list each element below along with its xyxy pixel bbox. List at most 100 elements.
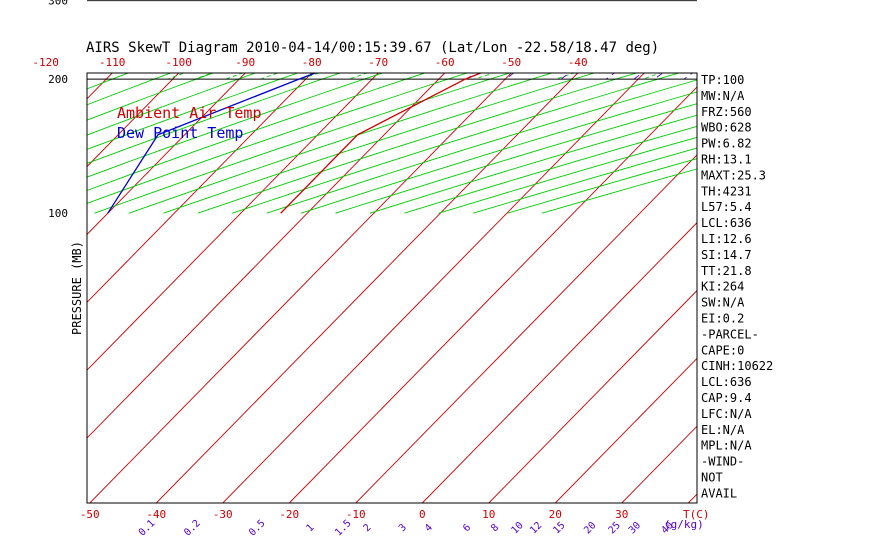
mixing-ratio-line: [795, 0, 870, 79]
moist-adiabat-line: [724, 0, 870, 79]
index-label: TT:21.8: [701, 264, 752, 278]
index-label: NOT: [701, 471, 723, 485]
top-temp-tick-label: -80: [302, 56, 322, 69]
index-label: -WIND-: [701, 455, 744, 469]
mixing-ratio-line: [633, 73, 643, 80]
bottom-temp-tick-label: 10: [482, 508, 495, 521]
isotherm-line: [155, 73, 579, 503]
top-temp-tick-label: -50: [501, 56, 521, 69]
index-label: MPL:N/A: [701, 439, 752, 453]
mixing-ratio-line: [683, 73, 694, 80]
stability-indices-panel: TP:100 MW:N/A FRZ:560 WBO:628 PW:6.82 RH:13.1…: [701, 73, 773, 500]
mixing-ratio-line: [706, 0, 870, 79]
ambient-air-temp-line: [280, 73, 483, 214]
index-label: FRZ:560: [701, 105, 752, 119]
index-label: KI:264: [701, 280, 744, 294]
top-temp-tick-label: -100: [165, 56, 192, 69]
temp-axis-unit: T(C): [683, 508, 710, 521]
mixing-ratio-tick-label: 25: [607, 520, 623, 536]
bottom-temp-tick-label: 20: [549, 508, 562, 521]
dry-adiabat-line: [300, 91, 697, 214]
mixing-ratio-tick-label: 4: [423, 522, 435, 534]
mixing-ratio-tick-label: 6: [461, 522, 473, 534]
isotherm-line: [87, 73, 180, 168]
mixing-ratio-tick-label: 12: [528, 520, 544, 536]
isotherm-line: [488, 289, 697, 503]
mixing-ratio-tick-label: 10: [509, 520, 525, 536]
dry-adiabat-line: [232, 73, 681, 214]
isotherm-line: [0, 73, 46, 503]
mixing-ratio-line: [738, 0, 870, 79]
isotherm-line: [288, 86, 697, 503]
isotherm-lines: [0, 73, 697, 503]
legend-ambient-air-temp: Ambient Air Temp: [117, 104, 262, 122]
index-label: EL:N/A: [701, 423, 745, 437]
dry-adiabat-line: [335, 103, 697, 214]
isotherm-line: [87, 73, 379, 371]
dry-adiabat-line: [197, 73, 639, 214]
index-label: CAP:9.4: [701, 391, 752, 405]
isotherm-line: [222, 73, 645, 503]
bottom-temp-tick-label: 30: [615, 508, 628, 521]
index-label: CINH:10622: [701, 359, 773, 373]
mixing-ratio-line: [780, 0, 870, 79]
isobar-lines: [87, 0, 697, 80]
plot-frame: [86, 72, 698, 504]
top-temp-tick-label: -120: [32, 56, 59, 69]
index-label: TH:4231: [701, 184, 752, 198]
index-label: LFC:N/A: [701, 407, 752, 421]
pressure-tick-label: 300: [48, 0, 68, 8]
mixing-ratio-tick-label: 30: [627, 520, 643, 536]
index-label: LI:12.6: [701, 232, 752, 246]
index-label: MW:N/A: [701, 89, 745, 103]
legend-dew-point-temp: Dew Point Temp: [117, 124, 243, 142]
top-temp-tick-label: -110: [99, 56, 126, 69]
index-label: LCL:636: [701, 375, 752, 389]
moist-adiabat-line: [790, 0, 870, 79]
mixing-ratio-line: [859, 0, 870, 79]
bottom-temp-tick-label: 0: [419, 508, 426, 521]
bottom-temp-tick-label: -50: [80, 508, 100, 521]
index-label: WBO:628: [701, 121, 752, 135]
dry-adiabat-line: [507, 158, 697, 214]
bottom-temp-tick-label: -30: [213, 508, 233, 521]
top-temp-tick-label: -90: [235, 56, 255, 69]
mixing-ratio-line: [654, 73, 664, 80]
isotherm-line: [621, 425, 697, 503]
isotherm-line: [87, 73, 313, 303]
bottom-temp-tick-label: -20: [279, 508, 299, 521]
top-temp-tick-label: -70: [368, 56, 388, 69]
isotherm-line: [355, 154, 697, 503]
index-label: RH:13.1: [701, 153, 752, 167]
isotherm-line: [89, 73, 512, 503]
index-label: EI:0.2: [701, 312, 744, 326]
top-temp-tick-label: -40: [568, 56, 588, 69]
mixing-ratio-unit: (g/kg): [664, 518, 704, 531]
index-label: SI:14.7: [701, 248, 752, 262]
chart-title: AIRS SkewT Diagram 2010-04-14/00:15:39.6…: [86, 40, 659, 56]
isotherm-line: [421, 222, 697, 503]
isotherm-line: [87, 73, 446, 439]
mixing-ratio-line: [761, 0, 870, 79]
mixing-ratio-tick-label: 0.2: [182, 518, 203, 539]
index-label: AVAIL: [701, 486, 737, 500]
mixing-ratio-tick-label: 0.1: [137, 518, 158, 539]
bottom-temp-tick-label: -40: [146, 508, 166, 521]
top-temp-tick-label: -60: [435, 56, 455, 69]
y-axis-label: PRESSURE (MB): [70, 241, 84, 335]
dry-adiabat-line: [266, 79, 697, 214]
mixing-ratio-tick-label: 15: [551, 520, 567, 536]
mixing-ratio-tick-label: 8: [489, 522, 501, 534]
mixing-ratio-tick-label: 3: [397, 522, 409, 534]
mixing-ratio-tick-label: 1.5: [333, 518, 354, 539]
isotherm-line: [87, 73, 113, 100]
pressure-tick-label: 100: [48, 207, 68, 220]
mixing-ratio-tick-label: 0.5: [247, 518, 268, 539]
index-label: CAPE:0: [701, 343, 744, 357]
pressure-tick-label: 200: [48, 73, 68, 86]
sounding-series: [107, 73, 483, 214]
mixing-ratio-line: [839, 0, 870, 79]
isotherm-line: [554, 357, 697, 503]
index-label: L57:5.4: [701, 200, 752, 214]
mixing-ratio-line: [814, 0, 870, 79]
